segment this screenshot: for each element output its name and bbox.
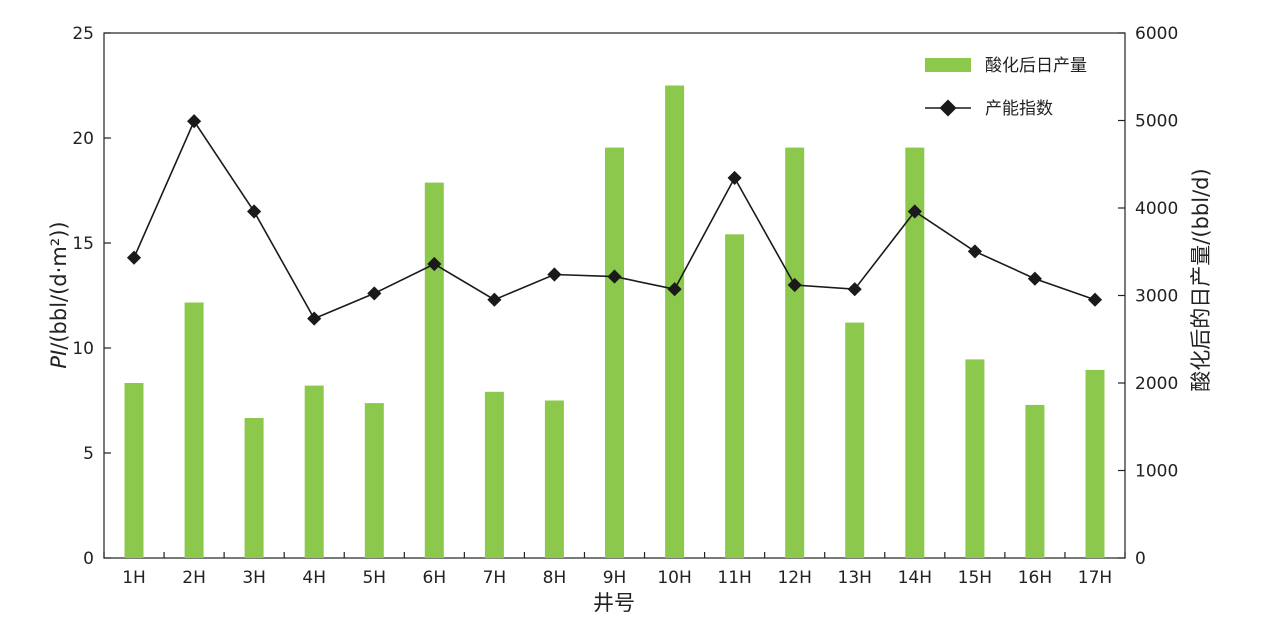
bar-6H bbox=[424, 182, 444, 558]
pi-point-1H bbox=[126, 250, 142, 265]
left-tick-label: 20 bbox=[72, 129, 94, 149]
right-tick-label: 2000 bbox=[1135, 374, 1178, 394]
x-axis-ticks: 1H 2H 3H 4H 5H 6H 7H 8H 9H 10H 11H 12H 13H 14H 15H 16H 1… bbox=[103, 552, 1126, 588]
bar-1H bbox=[124, 383, 144, 558]
bar-3H bbox=[244, 418, 264, 558]
x-tick-label: 12H bbox=[777, 568, 811, 588]
pi-point-11H bbox=[727, 170, 742, 185]
left-tick-label: 5 bbox=[83, 444, 94, 464]
pi-point-3H bbox=[247, 204, 262, 219]
right-tick-label: 5000 bbox=[1135, 112, 1178, 132]
x-tick-label: 14H bbox=[898, 568, 932, 588]
bar-17H bbox=[1085, 369, 1105, 558]
bar-2H bbox=[184, 302, 204, 558]
right-tick-label: 4000 bbox=[1135, 199, 1178, 219]
x-tick-label: 6H bbox=[423, 568, 447, 588]
x-tick-label: 15H bbox=[958, 568, 992, 588]
x-tick-label: 5H bbox=[362, 568, 386, 588]
right-tick-label: 1000 bbox=[1135, 462, 1178, 482]
bar-15H bbox=[965, 359, 985, 558]
legend-bar-label: 酸化后日产量 bbox=[985, 56, 1087, 76]
x-tick-label: 10H bbox=[657, 568, 691, 588]
bar-group bbox=[124, 85, 1105, 559]
bar-13H bbox=[845, 322, 865, 558]
pi-point-7H bbox=[487, 292, 502, 307]
pi-point-15H bbox=[967, 244, 982, 259]
pi-point-17H bbox=[1087, 292, 1103, 307]
pi-point-8H bbox=[547, 267, 562, 282]
bar-8H bbox=[544, 400, 564, 558]
left-axis-title: PI/(bbl/(d·m²)) bbox=[47, 221, 71, 368]
pi-point-5H bbox=[367, 286, 382, 301]
x-tick-label: 2H bbox=[182, 568, 206, 588]
x-tick-label: 8H bbox=[543, 568, 567, 588]
pi-point-4H bbox=[307, 311, 322, 326]
pi-point-13H bbox=[847, 282, 862, 297]
left-tick-label: 15 bbox=[72, 234, 94, 254]
bar-11H bbox=[725, 234, 745, 559]
pi-point-6H bbox=[427, 256, 442, 272]
x-axis-title: 井号 bbox=[593, 591, 635, 615]
legend-line-label: 产能指数 bbox=[985, 99, 1053, 119]
right-tick-label: 6000 bbox=[1135, 24, 1178, 44]
x-tick-label: 17H bbox=[1078, 568, 1112, 588]
right-tick-label: 0 bbox=[1135, 549, 1146, 569]
x-tick-label: 16H bbox=[1018, 568, 1052, 588]
x-tick-label: 11H bbox=[717, 568, 751, 588]
pi-point-2H bbox=[187, 114, 202, 129]
bar-10H bbox=[665, 85, 685, 558]
pi-point-14H bbox=[907, 204, 922, 219]
bar-7H bbox=[484, 391, 504, 559]
x-tick-label: 4H bbox=[302, 568, 326, 588]
right-axis-title: 酸化后的日产量/(bbl/d) bbox=[1189, 168, 1213, 391]
x-tick-label: 9H bbox=[603, 568, 627, 588]
legend-line-marker bbox=[939, 99, 957, 117]
left-axis-title-rest: /(bbl/(d·m²)) bbox=[47, 221, 71, 349]
legend-bar-swatch bbox=[925, 58, 971, 72]
right-axis-ticks: 0 1000 2000 3000 4000 5000 6000 bbox=[1118, 24, 1178, 569]
left-axis-ticks: 0 5 10 15 20 25 bbox=[72, 24, 111, 569]
x-tick-label: 1H bbox=[122, 568, 146, 588]
bar-12H bbox=[785, 147, 805, 558]
line-group bbox=[126, 114, 1103, 326]
bar-9H bbox=[605, 147, 624, 558]
bar-14H bbox=[905, 147, 925, 558]
x-tick-label: 7H bbox=[483, 568, 507, 588]
left-tick-label: 0 bbox=[83, 549, 94, 569]
bar-16H bbox=[1025, 404, 1045, 558]
left-tick-label: 25 bbox=[72, 24, 94, 44]
bar-5H bbox=[364, 403, 384, 558]
pi-point-16H bbox=[1027, 271, 1042, 286]
left-tick-label: 10 bbox=[72, 339, 94, 359]
pi-point-9H bbox=[607, 269, 622, 284]
x-tick-label: 13H bbox=[838, 568, 872, 588]
legend: 酸化后日产量 产能指数 bbox=[925, 56, 1087, 119]
pi-point-12H bbox=[787, 277, 802, 293]
bar-4H bbox=[304, 385, 324, 558]
left-axis-title-italic: PI bbox=[47, 350, 71, 369]
x-tick-label: 3H bbox=[242, 568, 266, 588]
right-tick-label: 3000 bbox=[1135, 287, 1178, 307]
pi-point-10H bbox=[667, 282, 682, 297]
